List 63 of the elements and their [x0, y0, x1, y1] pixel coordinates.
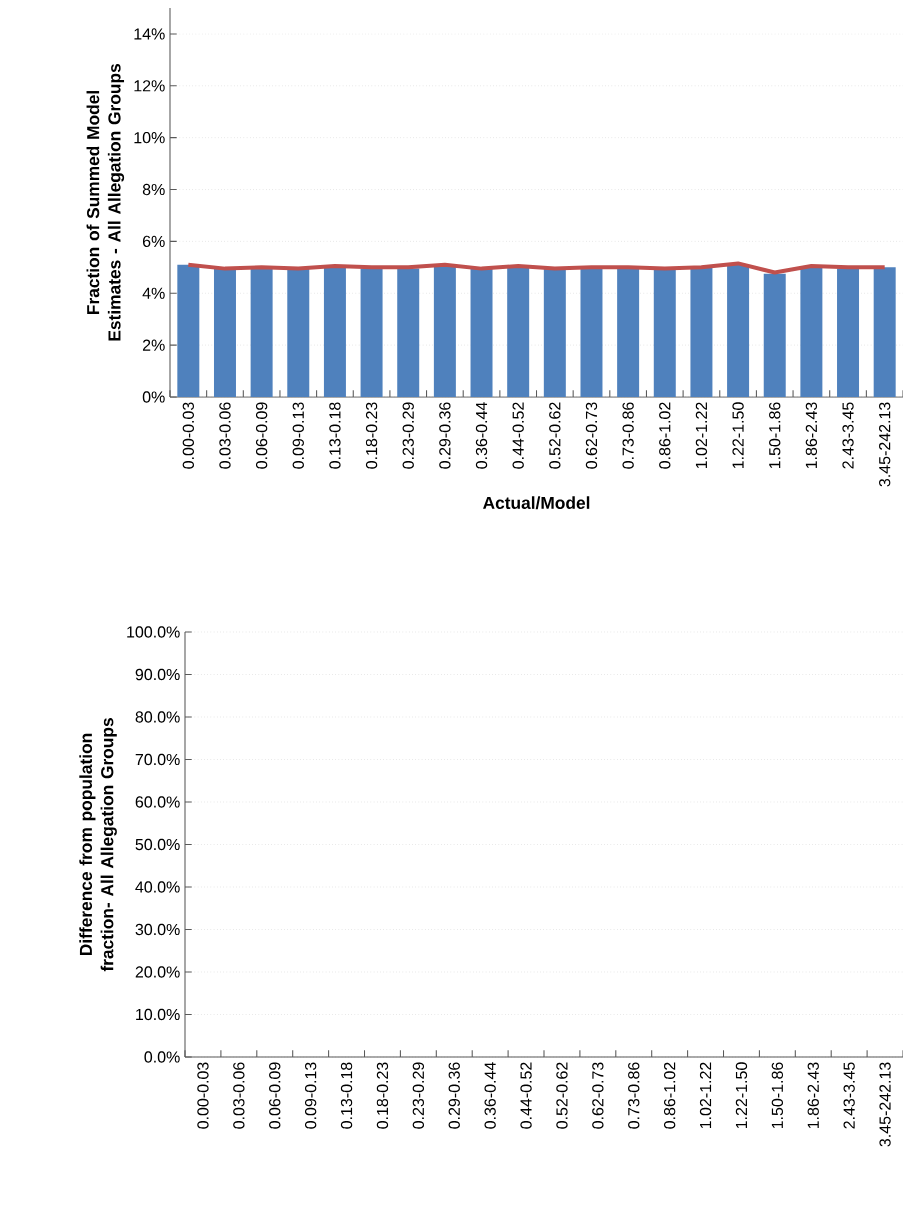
y-tick-label: 10%: [134, 132, 165, 144]
x-tick-label: 0.44-0.52: [512, 402, 524, 469]
x-tick-label: 0.06-0.09: [255, 402, 268, 469]
x-tick-label: 0.09-0.13: [304, 1062, 317, 1129]
x-tick-label: 1.22-1.50: [732, 402, 744, 469]
x-tick-label: 0.52-0.62: [549, 402, 561, 469]
line-series: [186, 261, 887, 275]
x-tick-label: 3.45-242.13: [879, 402, 891, 487]
x-tick-label: 1.86-2.43: [807, 1062, 819, 1129]
y-tick-label: 80.0%: [135, 711, 180, 723]
x-tick-label: 1.50-1.86: [771, 1062, 784, 1129]
y-tick-label: 4%: [142, 287, 165, 299]
x-tick-label: 0.52-0.62: [556, 1062, 568, 1129]
y-tick-label: 40.0%: [135, 881, 180, 893]
x-axis-title: Actual/Model: [483, 496, 590, 510]
y-tick-label: 10.0%: [136, 1008, 180, 1021]
y-tick-label: 14%: [134, 28, 165, 40]
y-tick-label: 90.0%: [135, 668, 180, 681]
x-tick-label: 2.43-3.45: [842, 402, 854, 469]
x-tick-label: 0.23-0.29: [412, 1062, 425, 1129]
x-tick-label: 0.03-0.06: [219, 402, 231, 469]
x-tick-label: 1.86-2.43: [805, 402, 818, 469]
x-tick-label: 0.09-0.13: [292, 402, 304, 469]
x-tick-label: 0.18-0.23: [376, 1062, 389, 1129]
x-tick-label: 0.00-0.03: [182, 402, 194, 469]
x-tick-label: 0.36-0.44: [484, 1062, 496, 1129]
y-tick-label: 2%: [142, 339, 165, 351]
x-tick-label: 0.03-0.06: [233, 1062, 245, 1129]
x-tick-label: 3.45-242.13: [879, 1062, 891, 1147]
x-tick-label: 0.73-0.86: [628, 1062, 640, 1129]
y-tick-label: 0%: [142, 391, 165, 403]
y-tick-label: 8%: [142, 183, 165, 196]
x-tick-label: 1.50-1.86: [769, 402, 781, 469]
x-tick-label: 0.29-0.36: [448, 1062, 460, 1129]
y-tick-label: 100.0%: [127, 626, 180, 638]
x-tick-label: 2.43-3.45: [843, 1062, 855, 1129]
x-tick-label: 0.13-0.18: [340, 1062, 353, 1129]
x-tick-label: 0.00-0.03: [197, 1062, 209, 1129]
x-tick-label: 0.73-0.86: [622, 402, 634, 469]
y-tick-label: 0.0%: [144, 1051, 180, 1063]
y-axis-title: Fraction of Summed Model Estimates - All Allegation Groups: [86, 64, 125, 341]
x-tick-label: 0.62-0.73: [592, 1062, 604, 1129]
x-tick-label: 1.02-1.22: [699, 1062, 712, 1129]
x-tick-label: 0.13-0.18: [329, 402, 341, 469]
x-tick-label: 1.02-1.22: [695, 402, 708, 469]
x-tick-label: 0.36-0.44: [475, 402, 488, 469]
y-tick-label: 60.0%: [135, 796, 180, 808]
x-tick-label: 0.44-0.52: [520, 1062, 532, 1129]
x-tick-label: 0.86-1.02: [664, 1062, 676, 1129]
y-tick-label: 30.0%: [135, 923, 180, 936]
x-tick-label: 0.29-0.36: [439, 402, 451, 469]
x-tick-label: 0.06-0.09: [269, 1062, 281, 1129]
y-tick-label: 20.0%: [135, 966, 180, 978]
x-tick-label: 0.86-1.02: [659, 402, 671, 469]
x-tick-label: 0.62-0.73: [585, 402, 598, 469]
y-axis-title: Difference from population fraction- All Allegation Groups: [79, 718, 117, 972]
x-tick-label: 0.18-0.23: [365, 402, 378, 469]
x-tick-label: 1.22-1.50: [735, 1062, 748, 1129]
y-tick-label: 50.0%: [135, 838, 180, 851]
y-tick-label: 12%: [134, 80, 165, 92]
y-tick-label: 6%: [142, 235, 165, 248]
x-tick-label: 0.23-0.29: [402, 402, 414, 469]
y-tick-label: 70.0%: [135, 753, 180, 766]
